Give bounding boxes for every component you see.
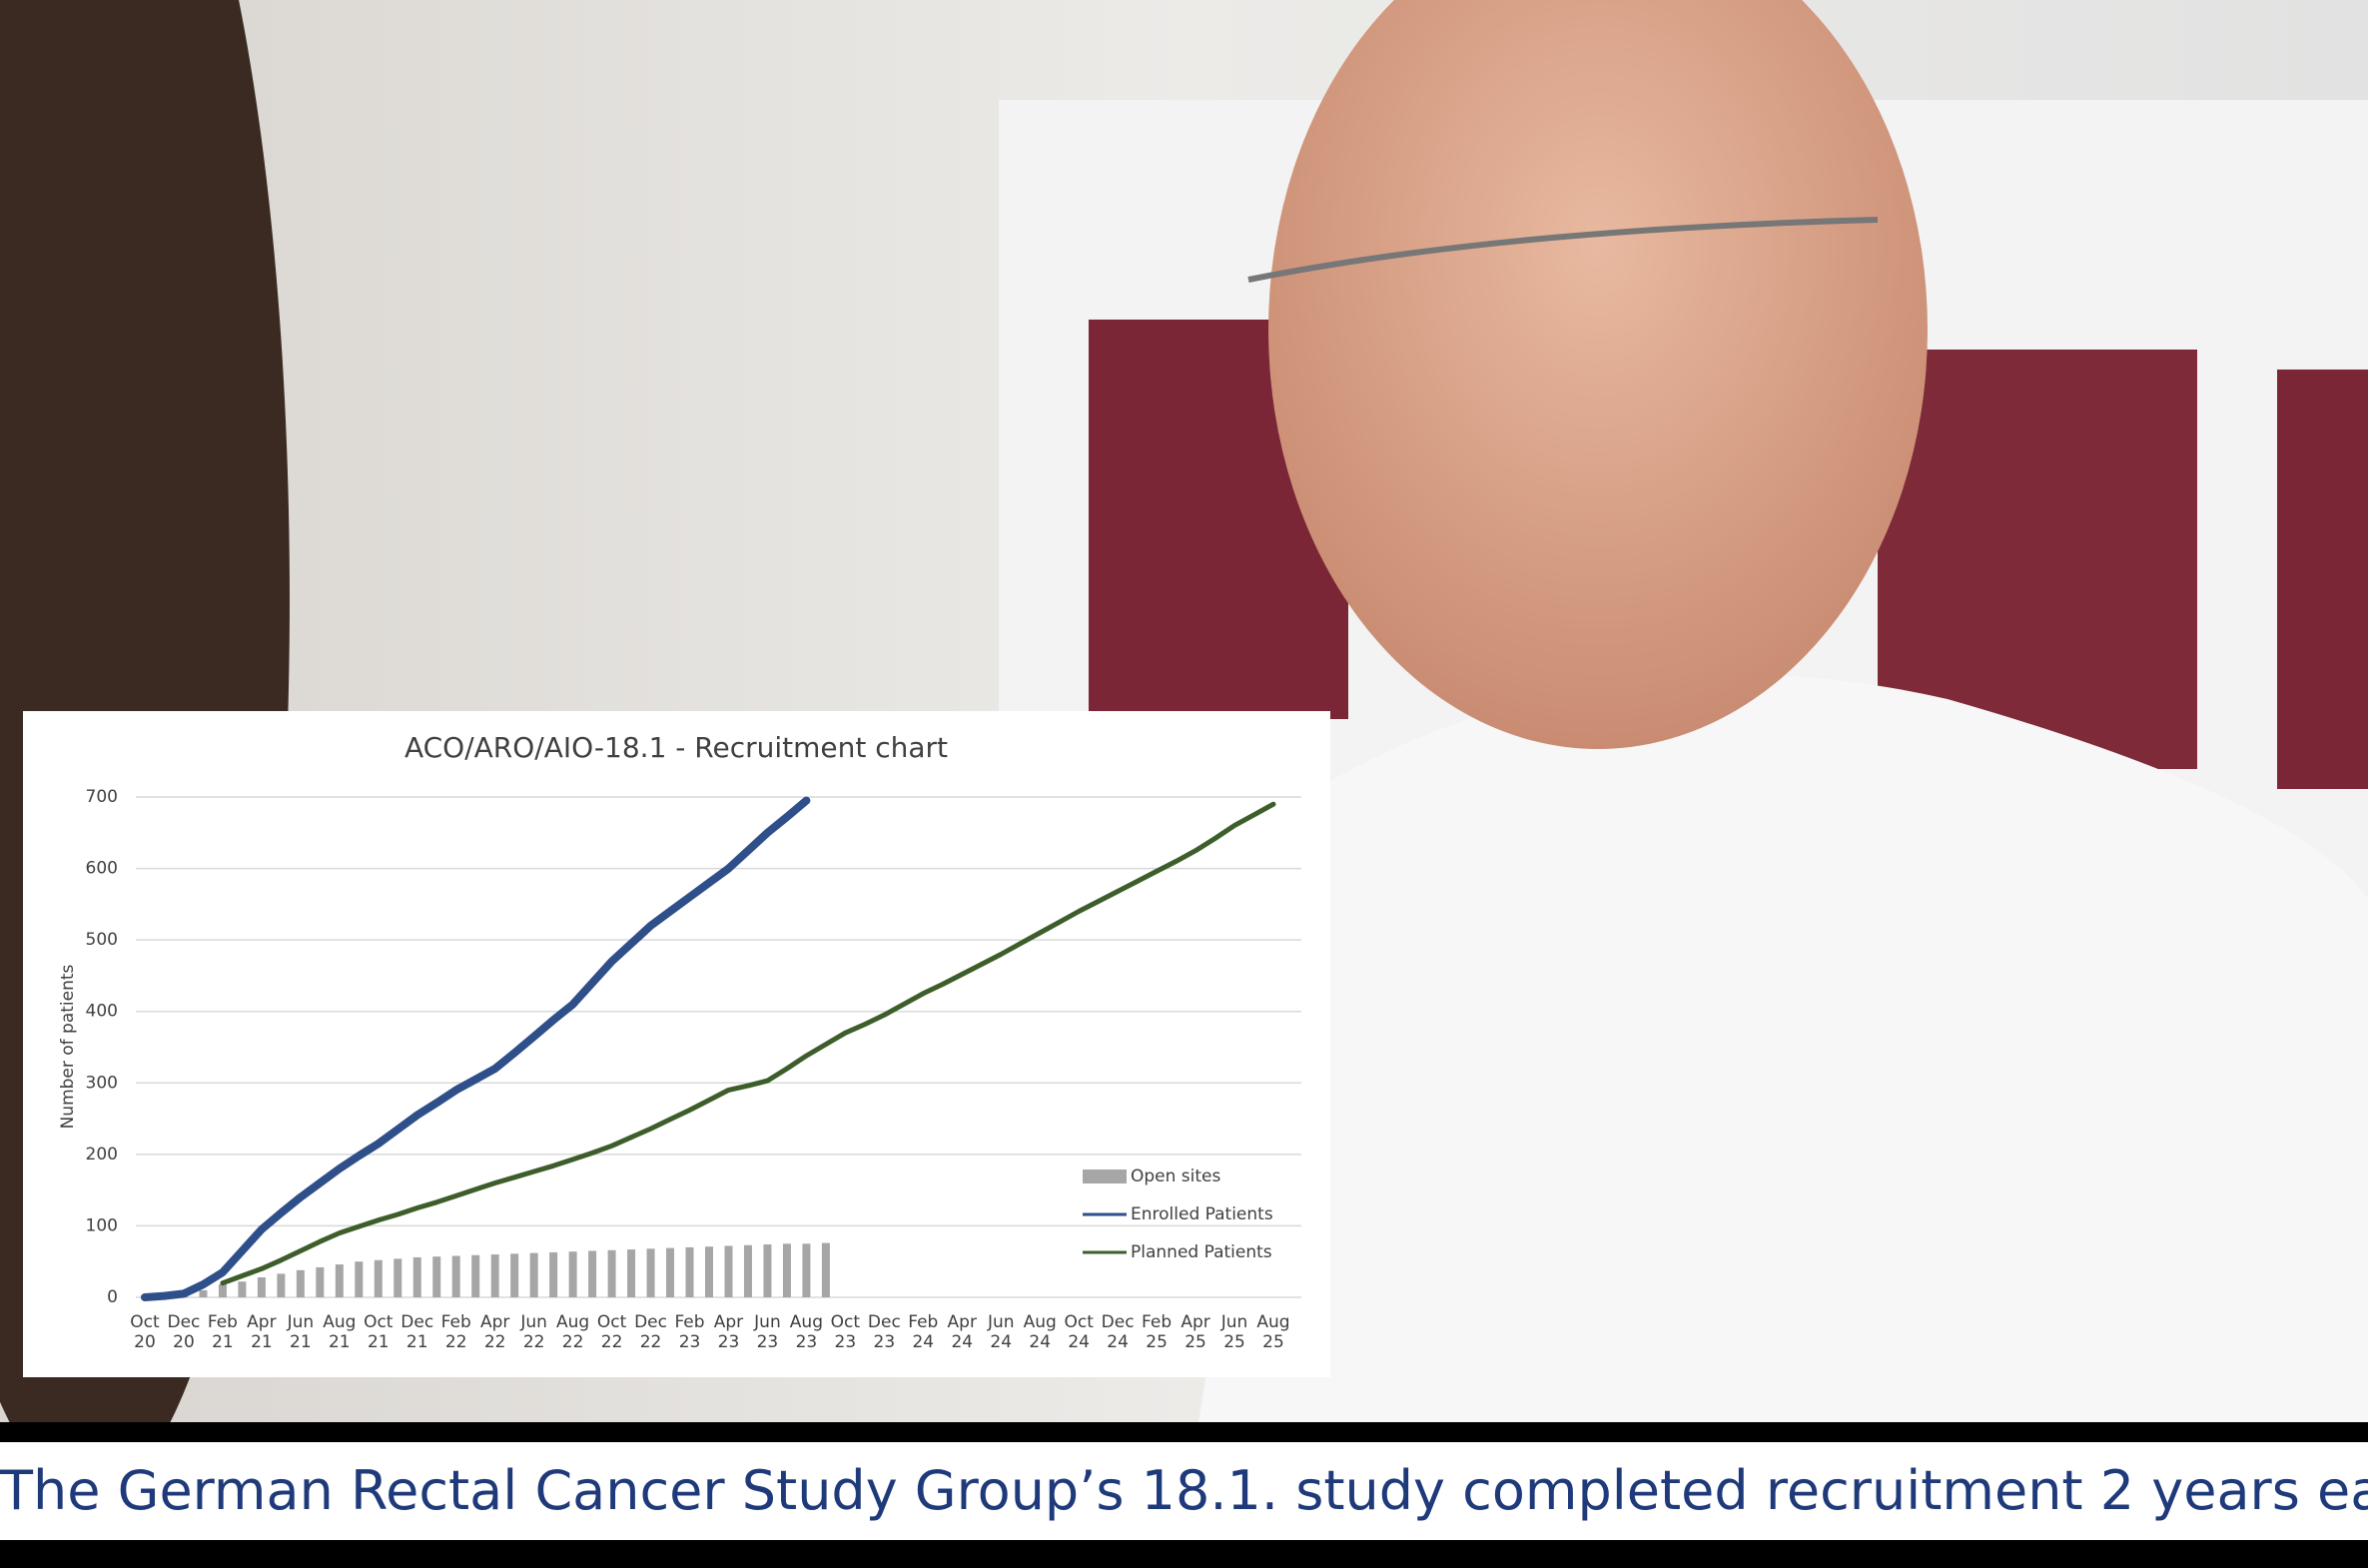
bar [588, 1250, 597, 1297]
y-tick-label: 300 [86, 1073, 118, 1093]
shirt [1198, 674, 2368, 1422]
bar [821, 1242, 830, 1297]
x-tick-label: Jun 25 [1220, 1312, 1248, 1352]
legend-label: Enrolled Patients [1131, 1204, 1273, 1224]
caption: The German Rectal Cancer Study Group’s 1… [0, 1442, 2368, 1540]
bar [627, 1249, 636, 1297]
bar [510, 1253, 519, 1297]
bar [490, 1254, 499, 1297]
bar [705, 1246, 713, 1297]
x-tick-label: Feb 25 [1142, 1312, 1173, 1352]
y-tick-label: 0 [107, 1287, 118, 1307]
bar [724, 1245, 733, 1297]
x-tick-label: Dec 24 [1101, 1312, 1135, 1352]
x-tick-label: Oct 24 [1064, 1312, 1094, 1352]
bar [743, 1244, 752, 1297]
y-tick-label: 700 [86, 787, 118, 807]
x-tick-label: Apr 23 [713, 1312, 744, 1352]
y-tick-label: 200 [86, 1145, 118, 1165]
y-axis-label: Number of patients [58, 964, 78, 1129]
glasses [1247, 217, 1879, 283]
y-tick-label: 600 [86, 859, 118, 879]
line [141, 796, 811, 1301]
bar [277, 1273, 286, 1297]
x-tick-label: Feb 22 [440, 1312, 471, 1352]
bar [782, 1243, 791, 1297]
bar [802, 1243, 811, 1297]
x-tick-label: Aug 22 [556, 1312, 590, 1352]
bar [646, 1248, 655, 1297]
y-tick-label: 100 [86, 1215, 118, 1235]
bar [374, 1259, 383, 1297]
bar [763, 1244, 772, 1297]
x-tick-label: Oct 22 [596, 1312, 627, 1352]
chart-panel [23, 711, 1330, 1377]
x-tick-label: Dec 23 [867, 1312, 901, 1352]
bar [257, 1276, 266, 1297]
x-tick-label: Aug 21 [323, 1312, 357, 1352]
bar [471, 1254, 480, 1297]
bar [666, 1247, 675, 1297]
x-tick-label: Apr 22 [479, 1312, 510, 1352]
x-tick-label: Dec 21 [400, 1312, 434, 1352]
x-tick-label: Feb 23 [674, 1312, 705, 1352]
x-tick-label: Jun 22 [520, 1312, 547, 1352]
x-tick-label: Jun 24 [987, 1312, 1015, 1352]
bar [296, 1269, 305, 1297]
bar [412, 1256, 421, 1297]
bar [335, 1264, 344, 1297]
x-tick-label: Dec 22 [634, 1312, 667, 1352]
bar [394, 1258, 402, 1297]
x-tick-label: Jun 23 [754, 1312, 781, 1352]
bar [218, 1284, 227, 1297]
x-tick-label: Oct 21 [364, 1312, 394, 1352]
bar [549, 1251, 558, 1297]
line [220, 801, 1276, 1286]
bar [607, 1249, 616, 1297]
x-tick-label: Apr 25 [1181, 1312, 1210, 1352]
legend-label: Planned Patients [1131, 1242, 1272, 1262]
legend-swatch [1083, 1170, 1127, 1183]
x-tick-label: Aug 24 [1023, 1312, 1057, 1352]
bar [685, 1246, 694, 1297]
legend-label: Open sites [1131, 1167, 1221, 1186]
bar [199, 1289, 208, 1297]
x-tick-label: Oct 23 [830, 1312, 861, 1352]
x-tick-label: Apr 21 [247, 1312, 277, 1352]
bar [238, 1281, 247, 1297]
x-tick-label: Feb 21 [207, 1312, 238, 1352]
y-tick-label: 500 [86, 930, 118, 950]
bar [316, 1266, 325, 1297]
bar [432, 1256, 441, 1297]
books [2277, 370, 2368, 789]
x-tick-label: Apr 24 [947, 1312, 977, 1352]
y-tick-label: 400 [86, 1002, 118, 1022]
bar [355, 1261, 364, 1297]
chart-title: ACO/ARO/AIO-18.1 - Recruitment chart [404, 731, 948, 764]
bar [451, 1255, 460, 1297]
x-tick-label: Dec 20 [167, 1312, 201, 1352]
x-tick-label: Aug 23 [789, 1312, 823, 1352]
head [1268, 0, 1928, 749]
bar [568, 1251, 577, 1297]
x-tick-label: Feb 24 [908, 1312, 939, 1352]
bar [529, 1252, 538, 1297]
x-tick-label: Aug 25 [1256, 1312, 1290, 1352]
x-tick-label: Jun 21 [287, 1312, 315, 1352]
x-tick-label: Oct 20 [130, 1312, 160, 1352]
